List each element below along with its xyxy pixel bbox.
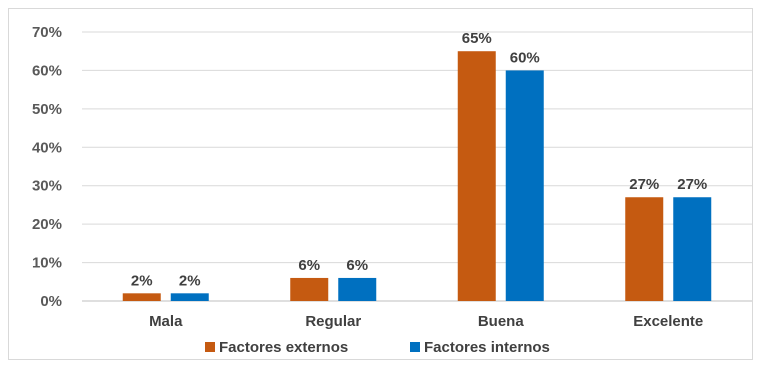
x-category-label: Regular bbox=[305, 313, 361, 330]
legend-label: Factores externos bbox=[219, 339, 348, 356]
bar-regular-series-2 bbox=[338, 277, 377, 301]
y-tick-label: 30% bbox=[32, 178, 62, 195]
data-label: 27% bbox=[629, 176, 659, 193]
x-category-label: Mala bbox=[149, 313, 183, 330]
bar-mala-series-2 bbox=[170, 293, 209, 301]
y-tick-label: 50% bbox=[32, 101, 62, 118]
bars bbox=[122, 51, 712, 301]
y-tick-label: 40% bbox=[32, 139, 62, 156]
bar-buena-series-2 bbox=[505, 70, 544, 301]
data-label: 6% bbox=[346, 257, 368, 274]
x-category-label: Excelente bbox=[633, 313, 703, 330]
x-category-label: Buena bbox=[478, 313, 525, 330]
legend-swatch bbox=[205, 342, 215, 352]
data-label: 60% bbox=[510, 49, 540, 66]
data-label: 2% bbox=[179, 272, 201, 289]
data-labels: 2% 2% 6% 6% 65% 60% 27% 27% bbox=[131, 30, 707, 289]
legend: Factores externos Factores internos bbox=[205, 339, 550, 356]
legend-label: Factores internos bbox=[424, 339, 550, 356]
y-tick-label: 70% bbox=[32, 24, 62, 41]
data-label: 27% bbox=[677, 176, 707, 193]
bar-regular-series-1 bbox=[290, 277, 329, 301]
y-axis: 0% 10% 20% 30% 40% 50% 60% 70% bbox=[32, 24, 62, 310]
y-tick-label: 60% bbox=[32, 62, 62, 79]
bar-buena-series-1 bbox=[457, 51, 496, 301]
x-axis: Mala Regular Buena Excelente bbox=[149, 313, 703, 330]
bar-excelente-series-2 bbox=[673, 197, 712, 301]
legend-swatch bbox=[410, 342, 420, 352]
y-tick-label: 0% bbox=[40, 293, 62, 310]
data-label: 2% bbox=[131, 272, 153, 289]
y-tick-label: 20% bbox=[32, 216, 62, 233]
data-label: 6% bbox=[298, 257, 320, 274]
bar-mala-series-1 bbox=[122, 293, 161, 301]
y-tick-label: 10% bbox=[32, 255, 62, 272]
bar-excelente-series-1 bbox=[625, 197, 664, 301]
data-label: 65% bbox=[462, 30, 492, 47]
